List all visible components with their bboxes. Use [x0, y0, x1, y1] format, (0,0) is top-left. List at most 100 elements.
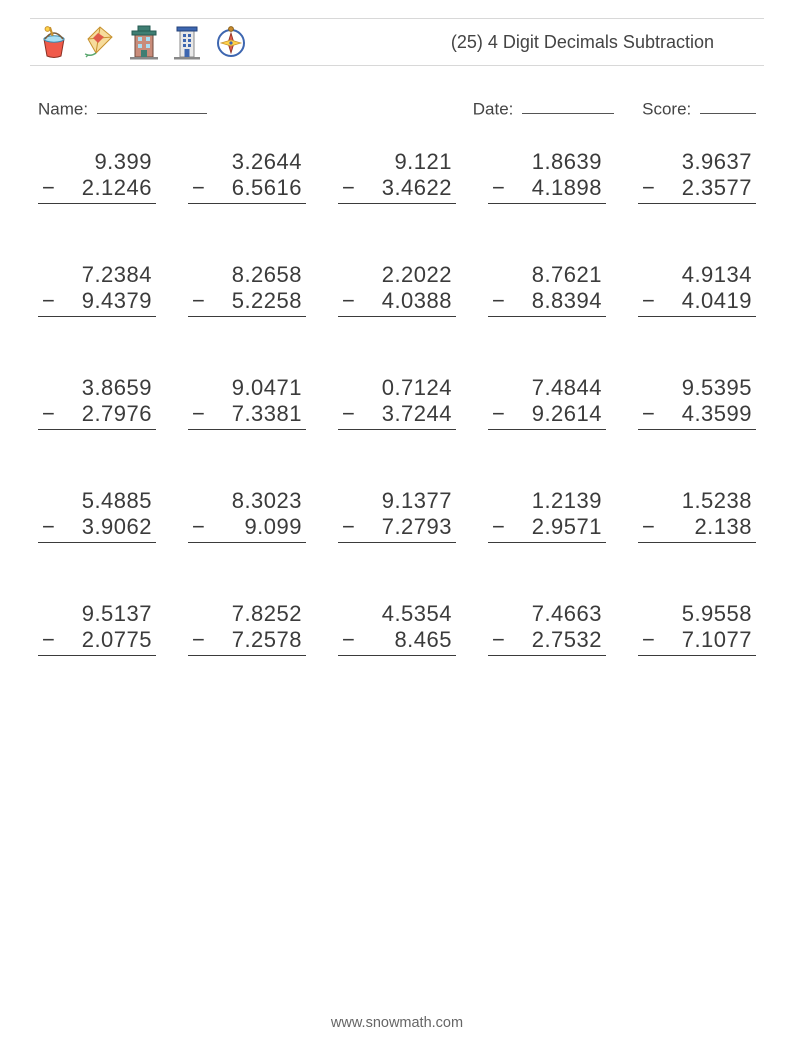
- building-b-icon: [172, 24, 202, 60]
- building-a-icon: [128, 24, 160, 60]
- minuend: 9.5137: [38, 601, 156, 627]
- minus-sign: −: [642, 175, 656, 201]
- subtrahend-row: −2.138: [638, 514, 756, 543]
- subtrahend: 2.0775: [56, 627, 152, 653]
- subtrahend-row: −7.1077: [638, 627, 756, 656]
- subtrahend: 7.3381: [206, 401, 302, 427]
- minuend: 3.2644: [188, 149, 306, 175]
- minus-sign: −: [192, 514, 206, 540]
- score-field: Score:: [642, 98, 756, 119]
- subtrahend-row: −8.465: [338, 627, 456, 656]
- minus-sign: −: [492, 627, 506, 653]
- minuend: 7.8252: [188, 601, 306, 627]
- minuend: 4.5354: [338, 601, 456, 627]
- minus-sign: −: [642, 627, 656, 653]
- minuend: 5.4885: [38, 488, 156, 514]
- subtrahend-row: −3.4622: [338, 175, 456, 204]
- subtrahend-row: −4.1898: [488, 175, 606, 204]
- minus-sign: −: [192, 401, 206, 427]
- minuend: 5.9558: [638, 601, 756, 627]
- minus-sign: −: [42, 401, 56, 427]
- problem-4-3: 7.4663−2.7532: [486, 601, 608, 656]
- minus-sign: −: [492, 401, 506, 427]
- subtrahend-row: −4.0419: [638, 288, 756, 317]
- date-field: Date:: [473, 98, 614, 119]
- subtrahend-row: −8.8394: [488, 288, 606, 317]
- problem-1-4: 4.9134−4.0419: [636, 262, 758, 317]
- minus-sign: −: [192, 627, 206, 653]
- score-blank: [700, 98, 756, 114]
- subtrahend-row: −4.0388: [338, 288, 456, 317]
- subtrahend: 4.1898: [506, 175, 602, 201]
- minus-sign: −: [42, 288, 56, 314]
- problem-4-4: 5.9558−7.1077: [636, 601, 758, 656]
- problem-1-0: 7.2384−9.4379: [36, 262, 158, 317]
- footer-text: www.snowmath.com: [0, 1015, 794, 1031]
- subtrahend: 4.0388: [356, 288, 452, 314]
- name-blank: [97, 98, 207, 114]
- subtrahend-row: −2.9571: [488, 514, 606, 543]
- problem-0-2: 9.121−3.4622: [336, 149, 458, 204]
- minus-sign: −: [642, 514, 656, 540]
- problem-1-1: 8.2658−5.2258: [186, 262, 308, 317]
- subtrahend: 2.7976: [56, 401, 152, 427]
- subtrahend-row: −7.2793: [338, 514, 456, 543]
- subtrahend-row: −2.3577: [638, 175, 756, 204]
- minuend: 3.9637: [638, 149, 756, 175]
- problem-4-1: 7.8252−7.2578: [186, 601, 308, 656]
- subtrahend: 9.2614: [506, 401, 602, 427]
- problem-1-2: 2.2022−4.0388: [336, 262, 458, 317]
- problem-0-3: 1.8639−4.1898: [486, 149, 608, 204]
- minuend: 9.121: [338, 149, 456, 175]
- subtrahend: 8.465: [356, 627, 452, 653]
- name-field: Name:: [38, 98, 207, 119]
- subtrahend-row: −9.2614: [488, 401, 606, 430]
- minuend: 7.2384: [38, 262, 156, 288]
- minus-sign: −: [342, 514, 356, 540]
- subtrahend-row: −2.7532: [488, 627, 606, 656]
- worksheet-page: (25) 4 Digit Decimals Subtraction Name: …: [0, 0, 794, 1053]
- subtrahend: 7.1077: [656, 627, 752, 653]
- minuend: 7.4663: [488, 601, 606, 627]
- subtrahend: 7.2793: [356, 514, 452, 540]
- problem-3-1: 8.3023−9.099: [186, 488, 308, 543]
- minus-sign: −: [192, 288, 206, 314]
- subtrahend: 3.9062: [56, 514, 152, 540]
- minuend: 4.9134: [638, 262, 756, 288]
- worksheet-title: (25) 4 Digit Decimals Subtraction: [451, 32, 754, 53]
- minus-sign: −: [42, 175, 56, 201]
- subtrahend: 7.2578: [206, 627, 302, 653]
- minus-sign: −: [342, 401, 356, 427]
- problem-2-4: 9.5395−4.3599: [636, 375, 758, 430]
- minuend: 9.1377: [338, 488, 456, 514]
- date-label: Date:: [473, 99, 514, 118]
- minus-sign: −: [492, 288, 506, 314]
- minus-sign: −: [342, 627, 356, 653]
- problem-0-1: 3.2644−6.5616: [186, 149, 308, 204]
- minuend: 9.399: [38, 149, 156, 175]
- minus-sign: −: [642, 288, 656, 314]
- subtrahend-row: −2.0775: [38, 627, 156, 656]
- subtrahend-row: −3.7244: [338, 401, 456, 430]
- minuend: 1.2139: [488, 488, 606, 514]
- minuend: 1.5238: [638, 488, 756, 514]
- minus-sign: −: [342, 288, 356, 314]
- minuend: 3.8659: [38, 375, 156, 401]
- problem-3-3: 1.2139−2.9571: [486, 488, 608, 543]
- problem-0-0: 9.399−2.1246: [36, 149, 158, 204]
- icon-row: [38, 24, 248, 60]
- problem-3-2: 9.1377−7.2793: [336, 488, 458, 543]
- problem-2-2: 0.7124−3.7244: [336, 375, 458, 430]
- header-bar: (25) 4 Digit Decimals Subtraction: [30, 18, 764, 66]
- subtrahend: 2.7532: [506, 627, 602, 653]
- problem-2-3: 7.4844−9.2614: [486, 375, 608, 430]
- subtrahend-row: −5.2258: [188, 288, 306, 317]
- subtrahend-row: −7.2578: [188, 627, 306, 656]
- minus-sign: −: [492, 175, 506, 201]
- problem-2-1: 9.0471−7.3381: [186, 375, 308, 430]
- problem-3-4: 1.5238−2.138: [636, 488, 758, 543]
- subtrahend-row: −9.4379: [38, 288, 156, 317]
- subtrahend: 2.1246: [56, 175, 152, 201]
- problem-2-0: 3.8659−2.7976: [36, 375, 158, 430]
- subtrahend: 3.4622: [356, 175, 452, 201]
